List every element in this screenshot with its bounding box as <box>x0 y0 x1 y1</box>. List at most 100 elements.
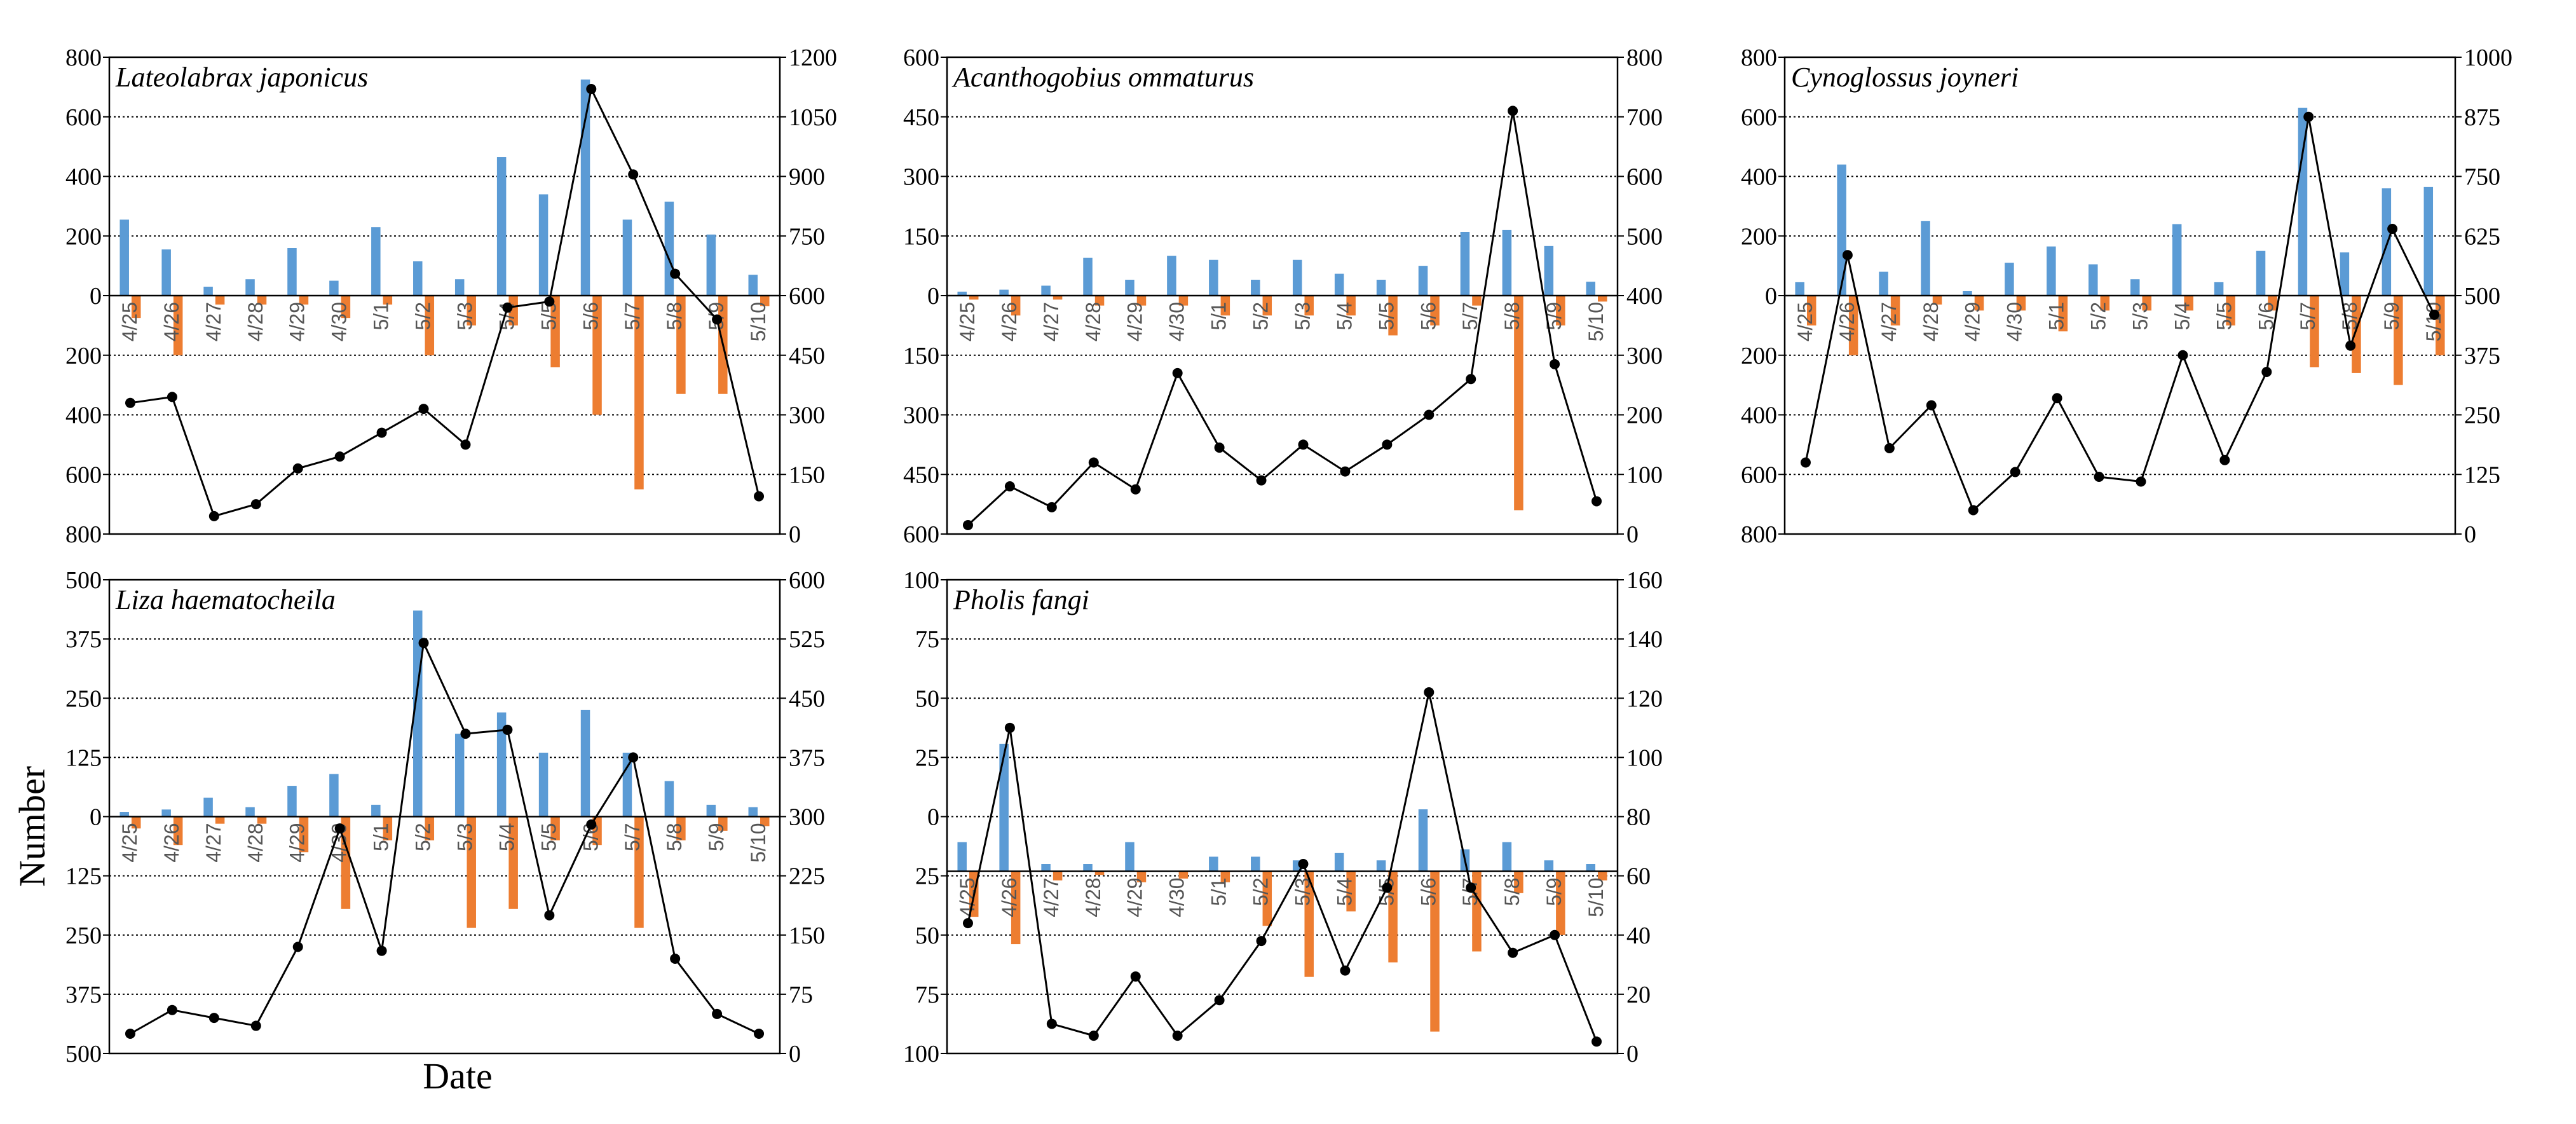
count-point-5/1 <box>376 427 387 438</box>
right-tick-label: 300 <box>789 402 825 429</box>
chart-panel-1: 4/25 4/26 4/27 4/28 4/29 4/30 5/1 5/2 5/3 5/4 5/5 5… <box>65 45 837 548</box>
count-point-5/4 <box>502 302 513 313</box>
bar-negative-5/5 <box>550 296 560 367</box>
left-tick-label: 400 <box>1741 164 1777 191</box>
bar-positive-5/3 <box>454 734 465 817</box>
bar-positive-5/8 <box>1502 230 1512 296</box>
date-label: 5/1 <box>370 823 393 851</box>
date-label: 4/25 <box>118 823 141 863</box>
bar-negative-4/26 <box>1848 296 1858 355</box>
count-point-5/7 <box>628 752 639 763</box>
date-label: 5/6 <box>579 302 602 330</box>
left-tick-label: 0 <box>927 283 939 310</box>
date-label: 5/5 <box>537 302 560 330</box>
count-point-5/5 <box>544 296 555 307</box>
bar-negative-5/2 <box>1262 296 1272 316</box>
left-tick-label: 200 <box>1741 223 1777 250</box>
bar-positive-4/26 <box>999 743 1009 872</box>
right-tick-label: 225 <box>789 863 825 890</box>
date-label: 4/28 <box>1919 302 1942 341</box>
date-label: 5/8 <box>663 823 686 851</box>
chart-title: Cynoglossus joyneri <box>1791 62 2019 93</box>
count-point-5/3 <box>460 439 471 450</box>
bar-negative-4/27 <box>215 816 225 824</box>
count-point-4/29 <box>1130 971 1141 982</box>
bar-negative-4/28 <box>257 816 267 824</box>
date-label: 4/30 <box>1166 877 1189 917</box>
bar-negative-5/3 <box>1304 296 1314 316</box>
count-point-4/27 <box>1046 502 1057 512</box>
bar-negative-5/6 <box>1430 296 1440 326</box>
bar-negative-5/4 <box>2184 296 2193 311</box>
bar-negative-5/4 <box>1346 871 1356 912</box>
date-label: 4/27 <box>1040 302 1063 341</box>
date-label: 5/5 <box>2212 302 2235 330</box>
bar-positive-4/30 <box>2005 263 2014 296</box>
date-label: 5/10 <box>1584 302 1607 341</box>
count-point-4/27 <box>1884 443 1895 453</box>
date-label: 5/4 <box>495 823 518 851</box>
bar-negative-5/6 <box>592 296 602 415</box>
left-tick-label: 50 <box>915 685 939 712</box>
bar-negative-4/27 <box>1053 296 1063 300</box>
chart-panel-4: 4/25 4/26 4/27 4/28 4/29 4/30 5/1 5/2 5/3 5/4 5/5 5… <box>65 567 825 1067</box>
right-tick-label: 700 <box>1626 104 1663 131</box>
count-point-5/4 <box>1340 965 1351 976</box>
bar-positive-4/30 <box>329 280 339 296</box>
bar-negative-5/3 <box>2142 296 2151 311</box>
bar-positive-5/10 <box>1586 864 1596 872</box>
bar-positive-5/7 <box>622 752 632 817</box>
right-tick-label: 140 <box>1626 626 1663 653</box>
left-tick-label: 800 <box>65 521 102 548</box>
right-tick-label: 0 <box>789 521 801 548</box>
count-point-5/8 <box>1508 947 1518 958</box>
bar-negative-5/8 <box>676 296 686 394</box>
date-label: 4/26 <box>160 823 183 863</box>
bar-positive-4/26 <box>1837 164 1846 296</box>
bar-negative-4/30 <box>1178 296 1189 306</box>
bar-positive-5/8 <box>2340 252 2350 296</box>
bar-positive-4/27 <box>203 286 213 296</box>
count-point-5/6 <box>1424 409 1435 420</box>
count-point-5/9 <box>712 1008 723 1019</box>
right-tick-label: 875 <box>2464 104 2500 131</box>
bar-negative-5/1 <box>1220 296 1230 316</box>
right-tick-label: 0 <box>1626 521 1639 548</box>
count-point-4/28 <box>1088 1031 1099 1041</box>
bar-negative-4/29 <box>299 816 309 853</box>
bar-positive-4/28 <box>1083 257 1093 296</box>
bar-positive-5/3 <box>1292 259 1302 296</box>
count-line <box>1804 116 2436 512</box>
count-point-5/5 <box>1382 882 1393 893</box>
right-tick-label: 375 <box>2464 343 2500 369</box>
right-tick-label: 450 <box>789 685 825 712</box>
bar-negative-5/10 <box>1598 871 1607 881</box>
bar-negative-4/25 <box>969 296 979 300</box>
date-label: 5/3 <box>1291 302 1314 330</box>
right-tick-label: 500 <box>1626 223 1663 250</box>
bar-negative-4/29 <box>1136 296 1147 306</box>
date-label: 5/4 <box>1333 877 1356 905</box>
left-tick-label: 600 <box>1741 462 1777 488</box>
date-label: 4/25 <box>956 302 979 341</box>
right-tick-label: 125 <box>2464 462 2500 488</box>
bar-positive-5/8 <box>1502 842 1512 872</box>
left-tick-label: 125 <box>65 863 102 890</box>
chart-title: Liza haematocheila <box>115 584 336 615</box>
date-label: 5/9 <box>705 823 728 851</box>
x-axis-label: Date <box>423 1055 493 1097</box>
bar-positive-5/7 <box>2298 107 2308 296</box>
date-label: 5/10 <box>747 823 770 863</box>
date-label: 5/5 <box>537 823 560 851</box>
right-tick-label: 450 <box>789 343 825 369</box>
right-tick-label: 75 <box>789 982 813 1008</box>
bar-negative-5/9 <box>1556 871 1565 935</box>
left-tick-label: 800 <box>1741 521 1777 548</box>
count-point-5/3 <box>460 729 471 739</box>
right-tick-label: 250 <box>2464 402 2500 429</box>
bar-positive-5/1 <box>1209 856 1218 872</box>
left-tick-label: 75 <box>915 982 939 1008</box>
date-label: 4/25 <box>1794 302 1816 341</box>
right-tick-label: 900 <box>789 164 825 191</box>
date-label: 4/29 <box>1961 302 1984 341</box>
